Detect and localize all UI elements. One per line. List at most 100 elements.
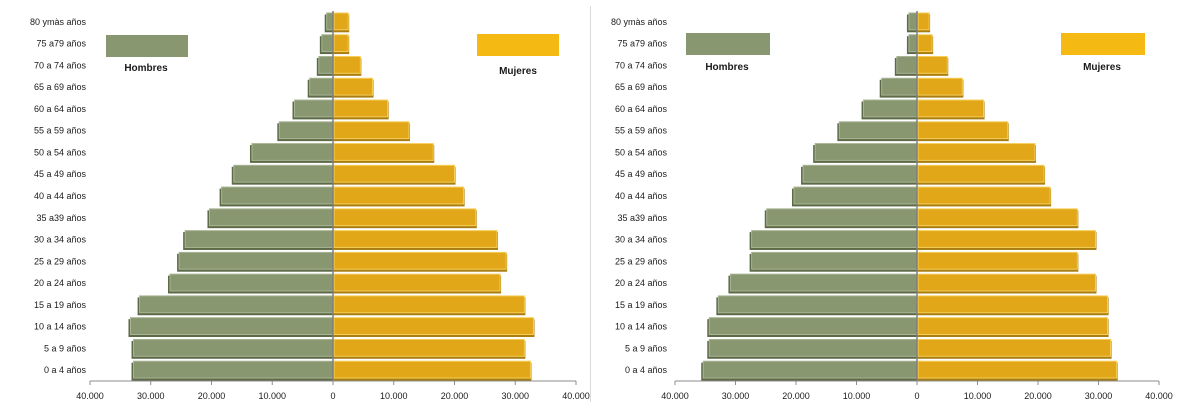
bar-hombres [184, 230, 334, 248]
bar-hombres [208, 208, 334, 227]
category-label: 60 a 64 años [34, 104, 87, 114]
category-label: 45 a 49 años [34, 169, 87, 179]
bar-hombres [751, 251, 918, 270]
category-label: 5 a 9 años [625, 343, 668, 353]
bar-hombres [178, 251, 334, 270]
bar-mujeres [333, 164, 455, 183]
bar-mujeres [917, 186, 1051, 205]
bar-mujeres [917, 317, 1109, 336]
x-tick-label: 20.000 [198, 391, 226, 401]
bar-hombres [838, 121, 918, 140]
category-label: 55 a 59 años [615, 126, 668, 136]
bar-mujeres [917, 12, 930, 31]
bar-hombres [169, 273, 334, 292]
population-pyramid-left: 0 a 4 años 5 a 9 años 10 a 14 años 15 a 19 … [0, 0, 591, 406]
category-label: 10 a 14 años [615, 322, 668, 332]
pyramid-chart-svg: 0 a 4 años 5 a 9 años 10 a 14 años 15 a 19 … [611, 11, 1173, 401]
bar-hombres [708, 317, 918, 336]
bar-mujeres [333, 34, 349, 53]
x-tick-label: 40.000 [562, 391, 590, 401]
population-pyramid-right: 0 a 4 años 5 a 9 años 10 a 14 años 15 a 19 … [591, 0, 1183, 406]
category-label: 65 a 69 años [34, 82, 87, 92]
bar-mujeres [917, 121, 1009, 140]
x-tick-label: 40.000 [661, 391, 689, 401]
bar-hombres [793, 186, 918, 205]
category-label: 40 a 44 años [34, 191, 87, 201]
category-label: 50 a 54 años [34, 147, 87, 157]
bar-mujeres [333, 230, 498, 248]
x-tick-label: 10.000 [843, 391, 871, 401]
category-label: 80 ymàs años [30, 17, 87, 27]
bar-hombres [129, 317, 334, 336]
bar-mujeres [333, 99, 389, 118]
bar-mujeres [333, 251, 507, 270]
bar-mujeres [333, 317, 534, 336]
legend-label-mujeres: Mujeres [499, 66, 537, 77]
bar-hombres [881, 77, 918, 96]
x-tick-label: 40.000 [76, 391, 104, 401]
x-tick-label: 30.000 [501, 391, 529, 401]
category-label: 55 a 59 años [34, 126, 87, 136]
x-tick-label: 20.000 [1024, 391, 1052, 401]
legend-label-hombres: Hombres [705, 62, 749, 73]
category-label: 10 a 14 años [34, 322, 87, 332]
legend-label-hombres: Hombres [124, 63, 168, 74]
category-label: 15 a 19 años [615, 300, 668, 310]
category-label: 0 a 4 años [44, 365, 87, 375]
bar-hombres [766, 208, 918, 227]
category-label: 45 a 49 años [615, 169, 668, 179]
bar-hombres [814, 143, 918, 161]
bar-mujeres [917, 251, 1078, 270]
legend-swatch-hombres [686, 33, 770, 55]
bar-mujeres [333, 208, 477, 227]
bar-hombres [708, 338, 918, 357]
bar-hombres [751, 230, 918, 248]
category-label: 35 a39 años [36, 213, 86, 223]
bar-hombres [278, 121, 334, 140]
bar-hombres [294, 99, 334, 118]
category-label: 25 a 29 años [615, 256, 668, 266]
bar-mujeres [917, 164, 1045, 183]
bar-hombres [133, 338, 334, 357]
bar-mujeres [917, 230, 1096, 248]
category-label: 25 a 29 años [34, 256, 87, 266]
bar-hombres [133, 360, 334, 379]
bar-hombres [321, 34, 334, 53]
bar-hombres [326, 12, 334, 31]
bar-mujeres [333, 273, 501, 292]
category-label: 20 a 24 años [615, 278, 668, 288]
x-tick-label: 40.000 [1145, 391, 1173, 401]
category-label: 80 ymàs años [611, 17, 668, 27]
x-tick-label: 30.000 [137, 391, 165, 401]
legend-swatch-mujeres [1061, 33, 1145, 55]
bar-mujeres [917, 34, 933, 53]
category-label: 20 a 24 años [34, 278, 87, 288]
bar-mujeres [333, 186, 465, 205]
category-label: 70 a 74 años [34, 60, 87, 70]
bar-hombres [702, 360, 918, 379]
bar-mujeres [917, 360, 1118, 379]
bar-mujeres [333, 338, 525, 357]
category-label: 0 a 4 años [625, 365, 668, 375]
bar-mujeres [917, 208, 1078, 227]
bar-hombres [221, 186, 334, 205]
bar-mujeres [917, 338, 1112, 357]
bar-mujeres [917, 295, 1109, 314]
bar-hombres [896, 55, 918, 74]
category-label: 60 a 64 años [615, 104, 668, 114]
bar-mujeres [333, 121, 410, 140]
x-tick-label: 20.000 [782, 391, 810, 401]
bar-hombres [233, 164, 334, 183]
bar-mujeres [333, 360, 531, 379]
category-label: 75 a79 años [617, 39, 667, 49]
legend-swatch-hombres [106, 35, 188, 57]
chart-divider [590, 6, 591, 402]
bar-hombres [729, 273, 918, 292]
pyramid-chart-svg: 0 a 4 años 5 a 9 años 10 a 14 años 15 a 19 … [30, 11, 590, 401]
x-tick-label: 30.000 [1085, 391, 1113, 401]
category-label: 40 a 44 años [615, 191, 668, 201]
bar-mujeres [333, 55, 361, 74]
category-label: 15 a 19 años [34, 300, 87, 310]
bar-hombres [309, 77, 334, 96]
category-label: 75 a79 años [36, 39, 86, 49]
